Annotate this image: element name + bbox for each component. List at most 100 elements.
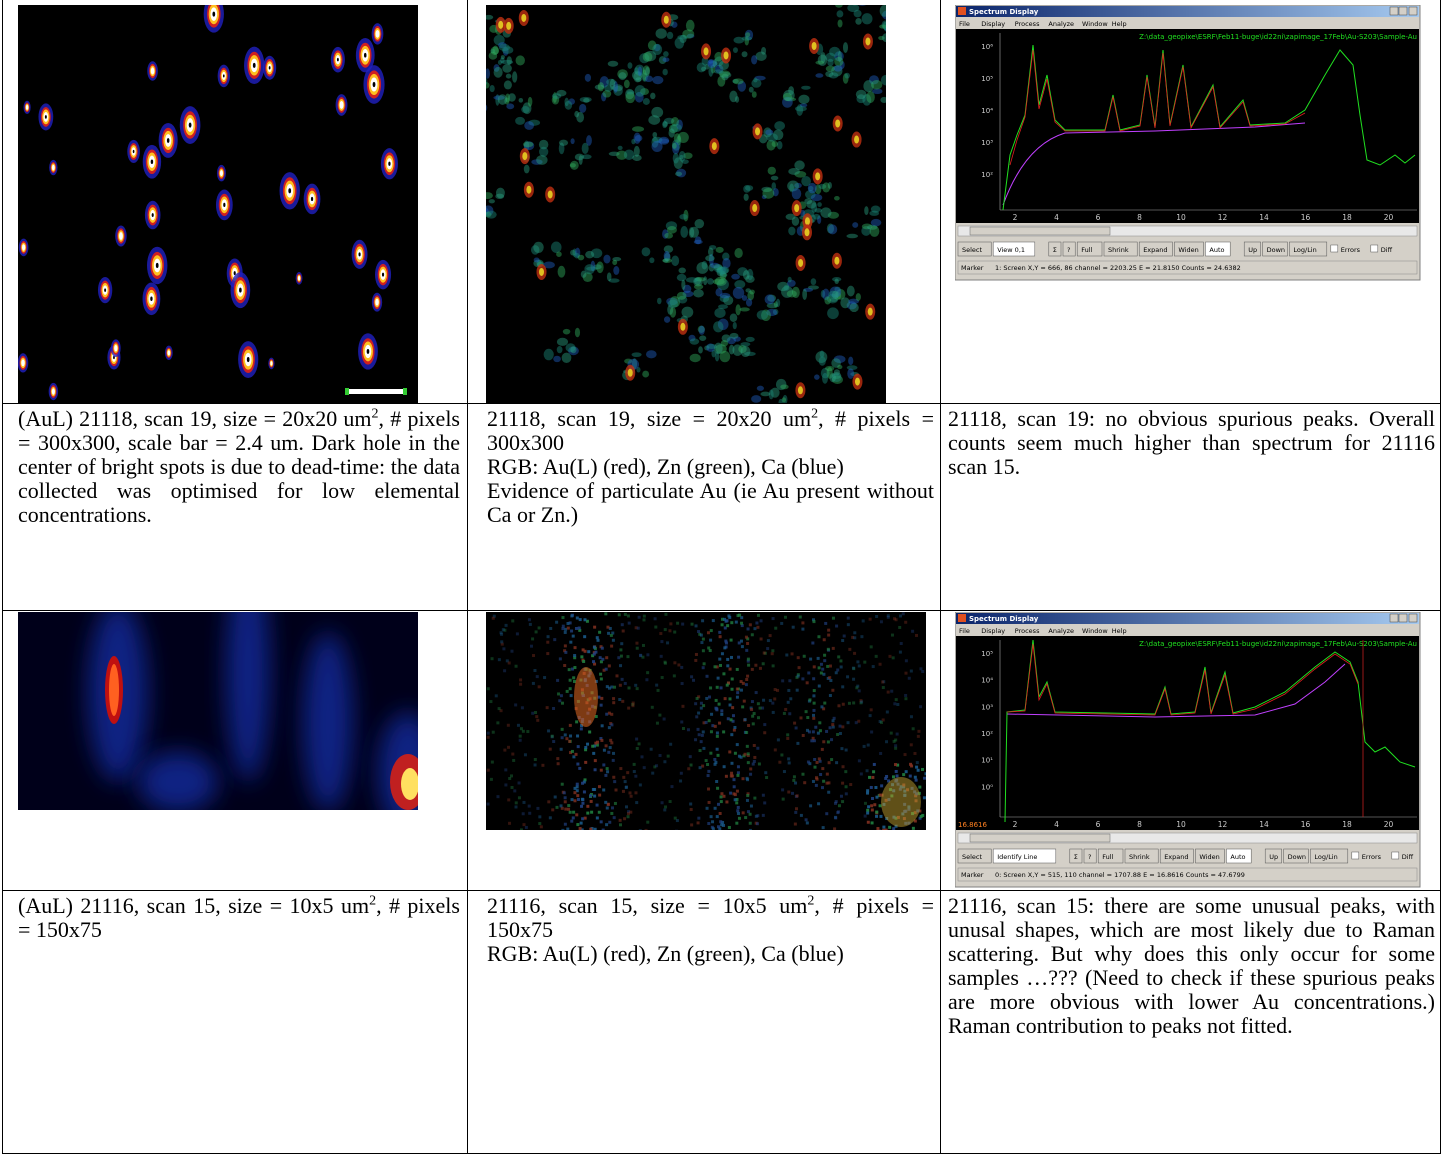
- pixel: [492, 731, 495, 734]
- pixel: [710, 730, 713, 733]
- spot: [21, 359, 25, 366]
- pixel: [900, 642, 903, 645]
- pixel: [717, 677, 720, 680]
- pixel: [612, 776, 615, 779]
- pixel: [507, 746, 510, 749]
- speckle: [830, 373, 836, 382]
- pixel: [651, 706, 654, 709]
- pixel: [887, 614, 890, 617]
- pixel: [581, 798, 584, 801]
- pixel: [530, 645, 533, 648]
- pixel: [794, 823, 797, 826]
- pixel: [826, 665, 829, 668]
- speckle: [494, 67, 503, 78]
- pixel: [784, 708, 787, 711]
- pixel: [720, 709, 723, 712]
- scale-bar-end: [403, 388, 407, 395]
- pixel: [822, 826, 825, 829]
- pixel: [507, 724, 510, 727]
- pixel: [567, 804, 570, 807]
- pixel: [622, 776, 625, 779]
- pixel: [832, 647, 835, 650]
- pixel: [772, 711, 775, 714]
- pixel: [787, 701, 790, 704]
- pixel: [707, 774, 710, 777]
- speckle: [848, 357, 853, 365]
- pixel: [858, 664, 861, 667]
- pixel: [866, 792, 869, 795]
- pixel: [633, 770, 636, 773]
- menu-item: Window: [1082, 20, 1108, 28]
- checkbox-label: Diff: [1402, 853, 1414, 861]
- speckle: [489, 199, 495, 203]
- pixel: [578, 767, 581, 770]
- pixel: [847, 623, 850, 626]
- pixel: [489, 700, 492, 703]
- rgb-map-image: [486, 612, 926, 830]
- pixel: [627, 707, 630, 710]
- pixel: [835, 761, 838, 764]
- pixel: [500, 640, 503, 643]
- speckle: [871, 80, 882, 89]
- pixel: [737, 771, 740, 774]
- pixel: [666, 641, 669, 644]
- pixel: [924, 772, 926, 775]
- pixel: [635, 642, 638, 645]
- y-axis-label: 10²: [981, 171, 993, 179]
- pixel: [836, 811, 839, 814]
- pixel: [806, 821, 809, 824]
- speckle: [677, 274, 687, 281]
- speckle: [776, 299, 780, 307]
- pixel: [621, 678, 624, 681]
- checkbox: [1331, 245, 1338, 252]
- pixel: [707, 646, 710, 649]
- spot: [22, 244, 25, 250]
- pixel: [655, 764, 658, 767]
- pixel: [561, 616, 564, 619]
- speckle: [681, 280, 685, 290]
- pixel: [714, 707, 717, 710]
- speckle: [576, 112, 584, 123]
- pixel: [601, 647, 604, 650]
- speckle: [584, 264, 594, 274]
- pixel: [592, 752, 595, 755]
- speckle: [834, 65, 843, 71]
- pixel: [596, 636, 599, 639]
- pixel: [751, 633, 754, 636]
- pixel: [853, 652, 856, 655]
- pixel: [682, 727, 685, 730]
- pixel: [763, 651, 766, 654]
- pixel: [664, 628, 667, 631]
- pixel: [633, 763, 636, 766]
- pixel: [832, 719, 835, 722]
- speckle: [507, 56, 512, 65]
- pixel: [522, 812, 525, 815]
- pixel: [551, 735, 554, 738]
- button-label: Expand: [1143, 246, 1167, 254]
- pixel: [711, 820, 714, 823]
- pixel: [746, 642, 749, 645]
- pixel: [760, 619, 763, 622]
- pixel: [643, 615, 646, 618]
- pixel: [749, 813, 752, 816]
- pixel: [870, 804, 873, 807]
- pixel: [754, 664, 757, 667]
- pixel: [650, 748, 653, 751]
- spot: [628, 369, 633, 377]
- pixel: [566, 828, 569, 830]
- pixel: [709, 686, 712, 689]
- pixel: [639, 829, 642, 830]
- speckle: [740, 342, 750, 346]
- plot-area: [956, 636, 1419, 830]
- scale-bar-end: [345, 388, 349, 395]
- pixel: [615, 674, 618, 677]
- paragraph: RGB: Au(L) (red), Zn (green), Ca (blue): [487, 455, 934, 479]
- speckle: [792, 188, 802, 199]
- pixel: [590, 811, 593, 814]
- spot: [52, 388, 55, 394]
- pixel: [677, 663, 680, 666]
- pixel: [612, 759, 615, 762]
- pixel: [600, 704, 603, 707]
- speckle: [498, 60, 502, 65]
- pixel: [749, 773, 752, 776]
